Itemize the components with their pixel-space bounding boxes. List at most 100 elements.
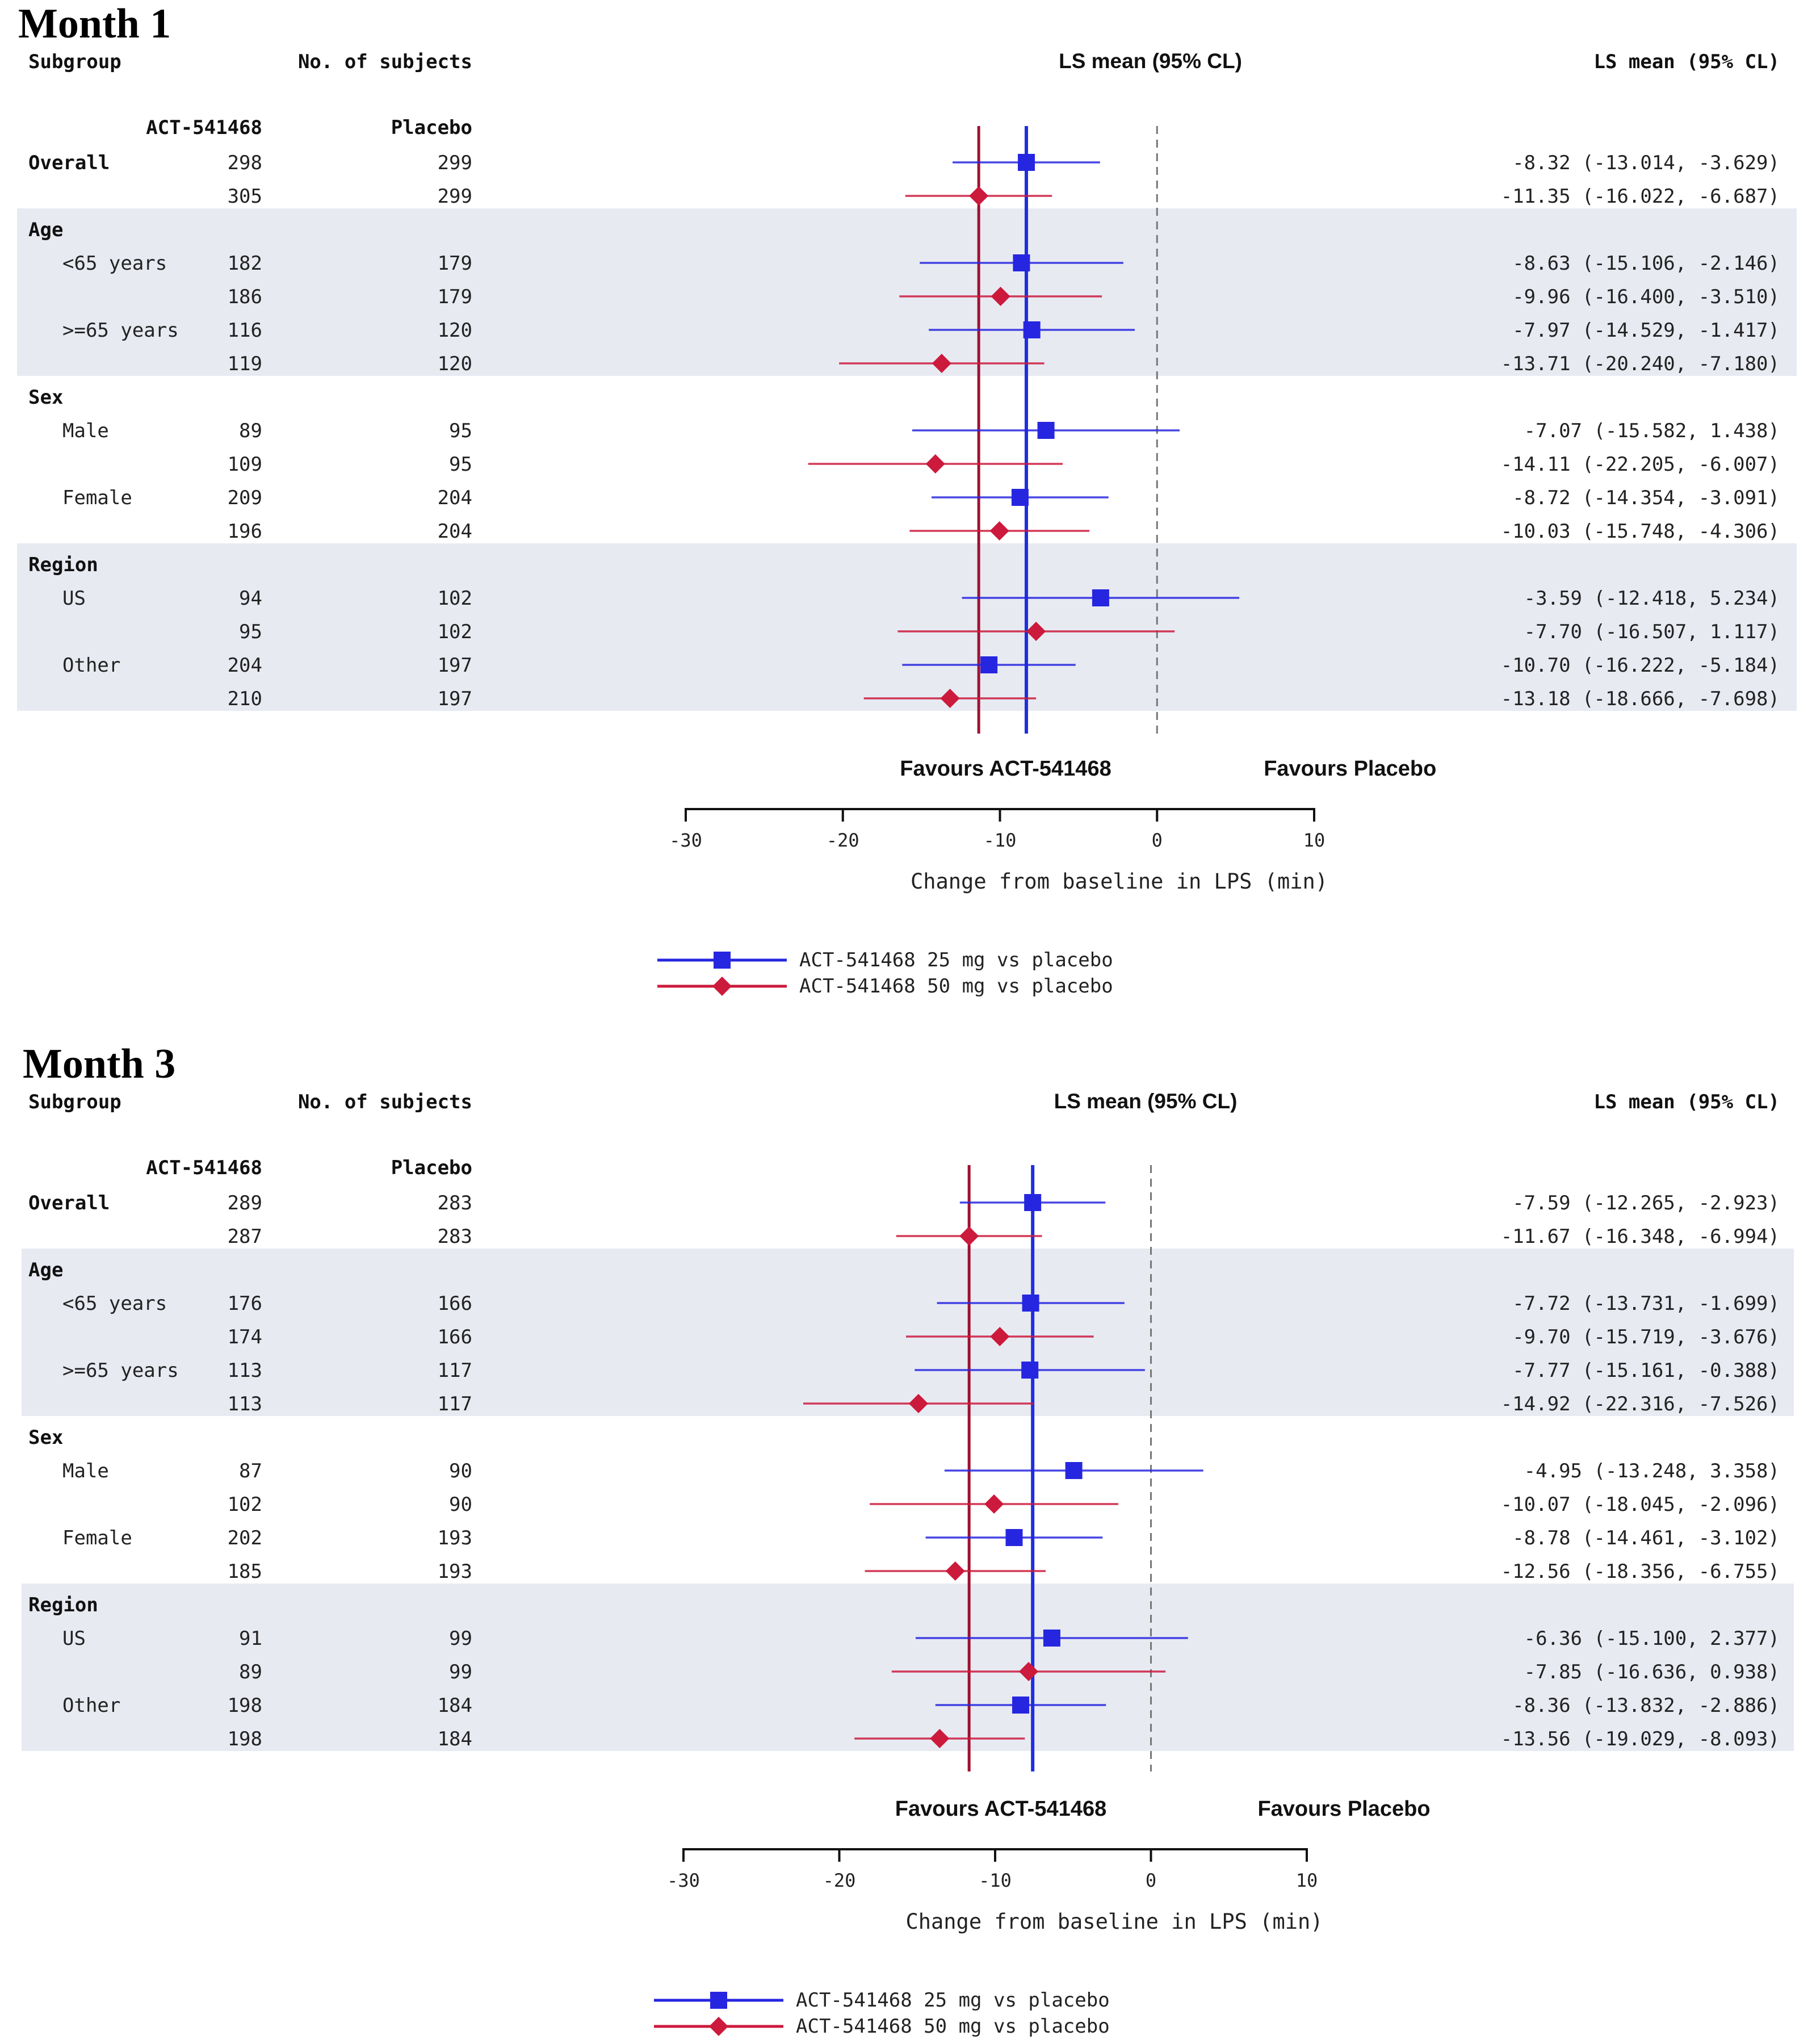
point-diamond bbox=[1019, 1662, 1039, 1681]
n-placebo: 95 bbox=[449, 420, 472, 442]
ls-mean-ci-text: -13.56 (-19.029, -8.093) bbox=[1501, 1728, 1780, 1750]
forest-panel-1: Month 1 Subgroup No. of subjects LS mean (9… bbox=[17, 1, 1797, 998]
point-diamond bbox=[1026, 622, 1046, 641]
n-drug: 89 bbox=[239, 420, 262, 442]
point-square bbox=[1022, 1295, 1039, 1312]
group-label: Region bbox=[28, 554, 98, 576]
row-label: Other bbox=[62, 654, 120, 677]
point-diamond bbox=[908, 1394, 928, 1413]
forest-panel-2: Month 3 Subgroup No. of subjects LS mean (9… bbox=[22, 1041, 1794, 2038]
n-placebo: 204 bbox=[438, 487, 472, 509]
shaded-band bbox=[17, 543, 1797, 711]
n-placebo: 99 bbox=[449, 1661, 472, 1683]
ls-mean-ci-text: -8.72 (-14.354, -3.091) bbox=[1512, 487, 1780, 509]
point-diamond bbox=[945, 1561, 965, 1581]
point-square bbox=[1012, 1697, 1030, 1714]
panel-title: Month 1 bbox=[18, 1, 171, 47]
shaded-band bbox=[17, 208, 1797, 376]
legend-square-marker bbox=[714, 952, 731, 969]
legend-label: ACT-541468 50 mg vs placebo bbox=[796, 2015, 1110, 2038]
point-diamond bbox=[990, 1327, 1010, 1346]
n-drug: 287 bbox=[228, 1225, 262, 1248]
row-label: US bbox=[62, 1627, 86, 1650]
header-drug: ACT-541468 bbox=[146, 116, 262, 139]
ls-mean-ci-text: -11.67 (-16.348, -6.994) bbox=[1501, 1225, 1780, 1248]
ls-mean-ci-text: -6.36 (-15.100, 2.377) bbox=[1524, 1627, 1780, 1650]
x-tick-label: -20 bbox=[827, 830, 859, 851]
header-n-subjects: No. of subjects bbox=[298, 51, 472, 73]
n-drug: 176 bbox=[228, 1292, 262, 1315]
n-placebo: 120 bbox=[438, 353, 472, 375]
n-drug: 196 bbox=[228, 520, 262, 543]
n-placebo: 184 bbox=[438, 1728, 472, 1750]
header-n-subjects: No. of subjects bbox=[298, 1091, 472, 1113]
header-subgroup: Subgroup bbox=[28, 51, 121, 73]
n-placebo: 179 bbox=[438, 252, 472, 275]
header-plot-ls-mean: LS mean (95% CL) bbox=[1059, 49, 1242, 73]
point-diamond bbox=[959, 1226, 979, 1246]
favours-left: Favours ACT-541468 bbox=[895, 1797, 1106, 1821]
n-placebo: 283 bbox=[438, 1225, 472, 1248]
x-tick-label: 10 bbox=[1296, 1870, 1318, 1891]
row-label: >=65 years bbox=[62, 1359, 179, 1382]
n-placebo: 179 bbox=[438, 286, 472, 308]
legend-diamond-marker bbox=[709, 2017, 728, 2036]
n-placebo: 166 bbox=[438, 1326, 472, 1348]
x-tick-label: 10 bbox=[1303, 830, 1326, 851]
n-drug: 198 bbox=[228, 1728, 262, 1750]
point-square bbox=[1023, 321, 1041, 338]
n-drug: 209 bbox=[228, 487, 262, 509]
legend-label: ACT-541468 25 mg vs placebo bbox=[799, 949, 1113, 971]
ls-mean-ci-text: -8.78 (-14.461, -3.102) bbox=[1512, 1527, 1780, 1549]
n-placebo: 90 bbox=[449, 1460, 472, 1482]
shaded-band bbox=[22, 1584, 1794, 1751]
n-drug: 298 bbox=[228, 152, 262, 174]
header-plot-ls-mean: LS mean (95% CL) bbox=[1054, 1090, 1238, 1113]
ls-mean-ci-text: -7.97 (-14.529, -1.417) bbox=[1512, 319, 1780, 342]
point-square bbox=[1092, 589, 1109, 606]
n-drug: 198 bbox=[228, 1694, 262, 1717]
point-square bbox=[1065, 1462, 1083, 1479]
n-placebo: 184 bbox=[438, 1694, 472, 1717]
n-placebo: 117 bbox=[438, 1359, 472, 1382]
n-drug: 116 bbox=[228, 319, 262, 342]
point-square bbox=[1005, 1529, 1023, 1546]
n-drug: 87 bbox=[239, 1460, 262, 1482]
row-label: Male bbox=[62, 420, 109, 442]
point-square bbox=[1021, 1362, 1039, 1379]
row-label: Other bbox=[62, 1694, 120, 1717]
n-drug: 182 bbox=[228, 252, 262, 275]
n-drug: 94 bbox=[239, 587, 262, 610]
n-drug: 119 bbox=[228, 353, 262, 375]
favours-left: Favours ACT-541468 bbox=[900, 757, 1111, 781]
x-tick-label: 0 bbox=[1146, 1870, 1156, 1891]
shaded-band bbox=[22, 1249, 1794, 1416]
row-label: >=65 years bbox=[62, 319, 179, 342]
point-square bbox=[1017, 154, 1035, 171]
header-placebo: Placebo bbox=[391, 1157, 472, 1179]
n-drug: 109 bbox=[228, 453, 262, 476]
legend-label: ACT-541468 25 mg vs placebo bbox=[796, 1989, 1110, 2012]
row-label: Overall bbox=[28, 152, 110, 174]
ls-mean-ci-text: -8.32 (-13.014, -3.629) bbox=[1512, 152, 1780, 174]
ls-mean-ci-text: -10.03 (-15.748, -4.306) bbox=[1501, 520, 1780, 543]
ls-mean-ci-text: -7.77 (-15.161, -0.388) bbox=[1512, 1359, 1780, 1382]
n-drug: 113 bbox=[228, 1393, 262, 1415]
x-tick-label: 0 bbox=[1152, 830, 1163, 851]
n-drug: 95 bbox=[239, 621, 262, 643]
n-drug: 91 bbox=[239, 1627, 262, 1650]
point-square bbox=[1043, 1630, 1060, 1647]
ls-mean-ci-text: -8.36 (-13.832, -2.886) bbox=[1512, 1694, 1780, 1717]
ls-mean-ci-text: -12.56 (-18.356, -6.755) bbox=[1501, 1560, 1780, 1583]
n-drug: 289 bbox=[228, 1192, 262, 1214]
group-label: Age bbox=[28, 1259, 63, 1281]
point-square bbox=[1037, 422, 1055, 439]
x-axis-label: Change from baseline in LPS (min) bbox=[911, 869, 1328, 894]
n-placebo: 120 bbox=[438, 319, 472, 342]
n-placebo: 99 bbox=[449, 1627, 472, 1650]
header-subgroup: Subgroup bbox=[28, 1091, 121, 1113]
ls-mean-ci-text: -10.07 (-18.045, -2.096) bbox=[1501, 1493, 1780, 1516]
ls-mean-ci-text: -11.35 (-16.022, -6.687) bbox=[1501, 185, 1780, 208]
n-placebo: 117 bbox=[438, 1393, 472, 1415]
row-label: Male bbox=[62, 1460, 109, 1482]
